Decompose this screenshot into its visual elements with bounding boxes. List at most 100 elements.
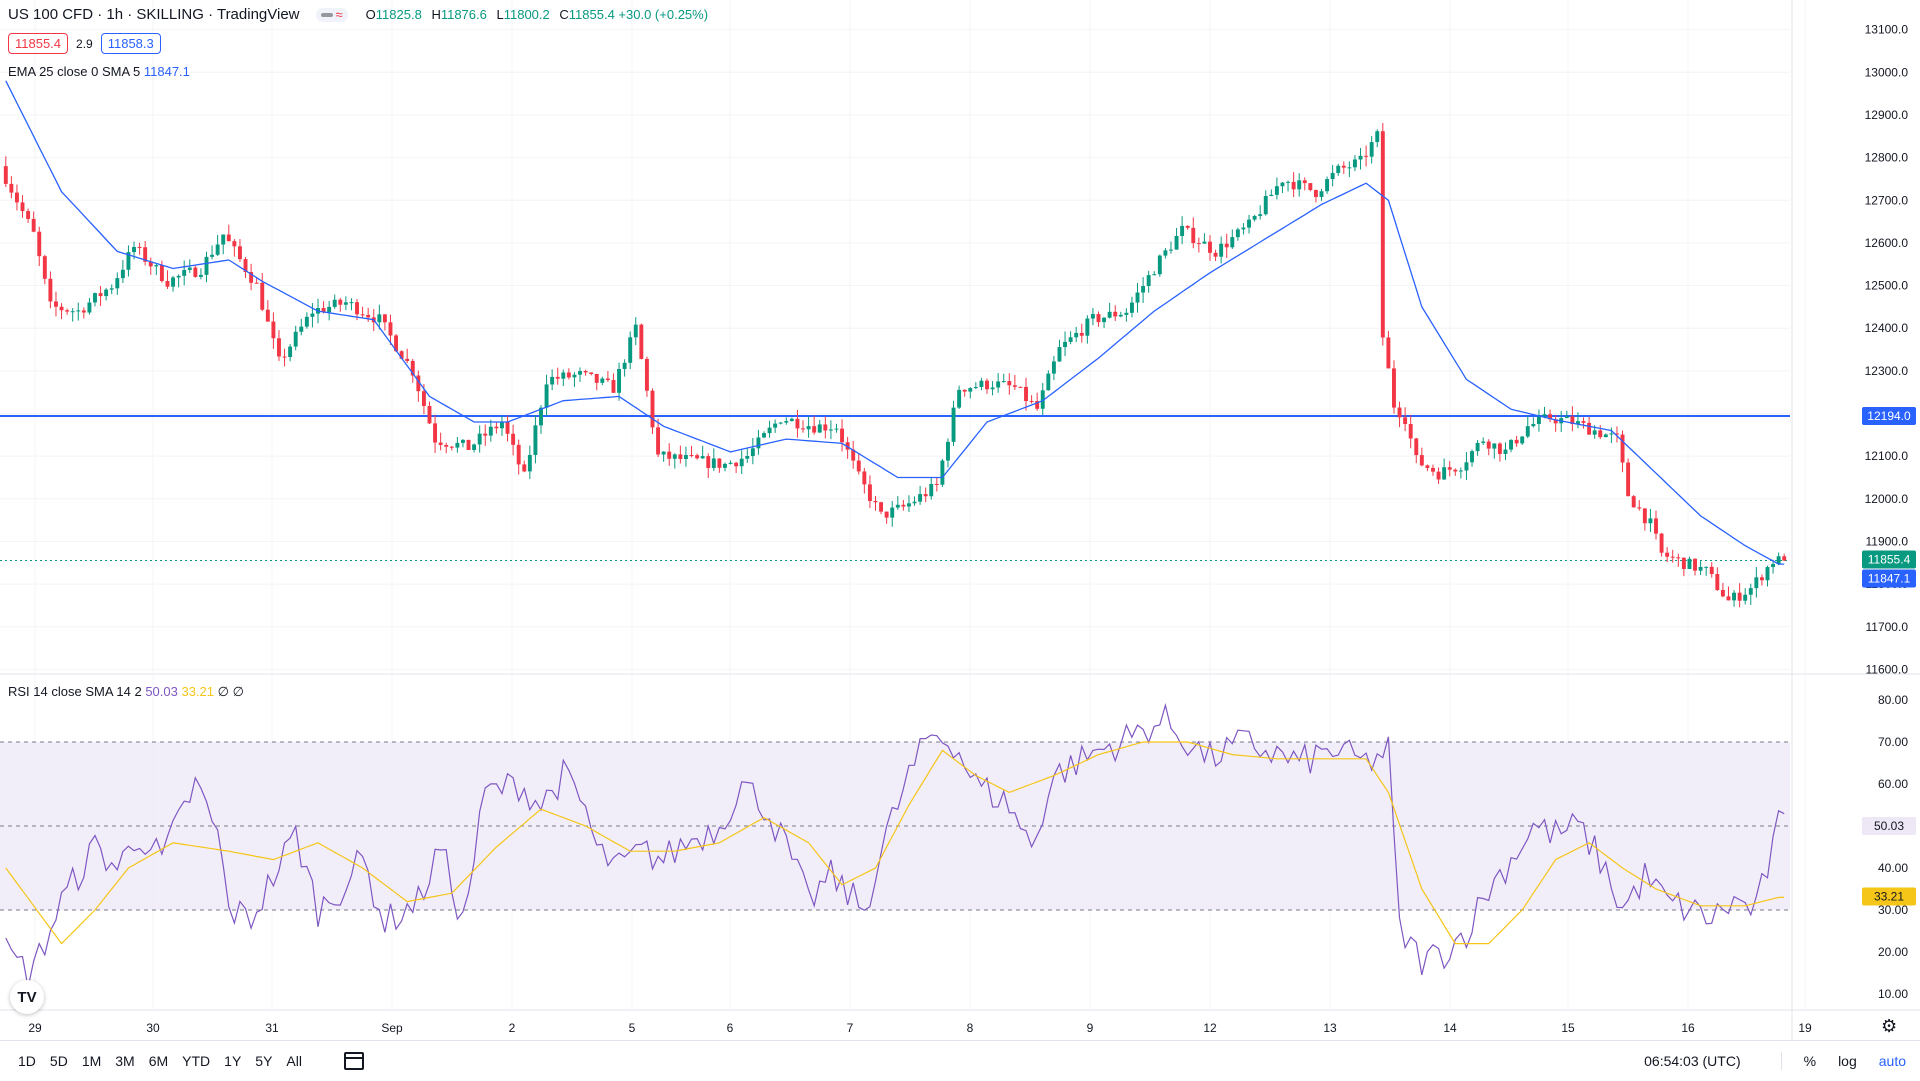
price-axis-label: 11600.0 — [1866, 662, 1909, 676]
calendar-icon[interactable] — [343, 1052, 364, 1070]
percent-toggle[interactable]: % — [1803, 1053, 1817, 1069]
sell-button[interactable]: 11855.4 — [8, 33, 69, 54]
close-value: 11855.4 — [568, 7, 615, 22]
candle-body — [54, 301, 58, 307]
candle-body — [583, 370, 588, 373]
timeframe-6m[interactable]: 6M — [148, 1053, 169, 1069]
candle-body — [689, 455, 694, 457]
candle-body — [1687, 558, 1692, 569]
candle-body — [1364, 155, 1369, 157]
candle-body — [1297, 180, 1302, 190]
rsi-legend[interactable]: RSI 14 close SMA 14 2 50.03 33.21 ∅ ∅ — [8, 684, 244, 700]
timeframe-ytd[interactable]: YTD — [182, 1053, 211, 1069]
status-pill[interactable]: ≈ — [315, 7, 348, 22]
candle-body — [1654, 518, 1658, 534]
candle-body — [366, 314, 371, 318]
change-value: +30.0 (+0.25%) — [618, 7, 709, 22]
candle-body — [421, 391, 426, 406]
candle-body — [862, 471, 867, 485]
candle-body — [1152, 274, 1157, 276]
ema-legend[interactable]: EMA 25 close 0 SMA 5 11847.1 — [8, 64, 190, 79]
timeframe-1d[interactable]: 1D — [18, 1053, 36, 1069]
candle-body — [1470, 451, 1474, 463]
candle-body — [165, 281, 170, 287]
candle-body — [672, 454, 677, 459]
candle-body — [109, 288, 114, 290]
clock-readout[interactable]: 06:54:03 (UTC) — [1644, 1053, 1741, 1069]
candle-body — [1403, 417, 1408, 425]
ohlc-values: O11825.8 H11876.6 L11800.2 C11855.4 +30.… — [366, 7, 708, 22]
timeframe-5d[interactable]: 5D — [49, 1053, 68, 1069]
candle-body — [226, 234, 231, 242]
log-toggle[interactable]: log — [1838, 1053, 1857, 1069]
candle-body — [1135, 292, 1140, 303]
candle-body — [1224, 243, 1229, 248]
horizontal-line-group[interactable] — [0, 415, 1790, 561]
buy-button[interactable]: 11858.3 — [100, 33, 161, 54]
price-axis-label: 12400.0 — [1865, 321, 1909, 335]
candle-body — [1525, 426, 1530, 437]
candle-body — [996, 381, 1001, 388]
candle-body — [221, 234, 226, 245]
candle-body — [683, 455, 688, 459]
candle-body — [271, 321, 276, 339]
candle-body — [628, 337, 633, 363]
candle-body — [1051, 361, 1056, 374]
candle-body — [1581, 421, 1586, 423]
candle-body — [1319, 191, 1324, 197]
candle-body — [1436, 471, 1441, 480]
candle-body — [70, 311, 75, 313]
candle-body — [416, 375, 421, 392]
candle-body — [299, 326, 304, 332]
candle-body — [1012, 385, 1017, 387]
timeframe-5y[interactable]: 5Y — [255, 1053, 273, 1069]
candle-body — [550, 376, 555, 385]
candle-body — [1141, 286, 1146, 293]
candle-body — [990, 387, 995, 390]
candle-body — [912, 501, 917, 504]
candle-body — [1743, 594, 1748, 601]
candle-body — [37, 231, 42, 257]
candle-body — [1548, 414, 1553, 420]
candle-body — [1174, 235, 1179, 250]
candle-body — [578, 370, 582, 375]
candle-body — [795, 418, 800, 429]
candle-body — [1007, 381, 1012, 386]
candle-body — [1258, 214, 1263, 216]
candle-body — [801, 428, 805, 430]
candle-body — [594, 373, 599, 383]
candle-body — [1765, 567, 1770, 581]
candle-body — [1219, 243, 1224, 257]
candle-body — [1726, 596, 1731, 601]
auto-toggle[interactable]: auto — [1878, 1053, 1906, 1069]
candle-body — [472, 444, 477, 450]
gear-icon[interactable]: ⚙ — [1881, 1016, 1898, 1036]
candle-body — [438, 442, 443, 445]
candle-body — [1475, 442, 1480, 452]
timeframe-1m[interactable]: 1M — [81, 1053, 102, 1069]
open-value: 11825.8 — [375, 7, 422, 22]
candle-body — [427, 405, 432, 424]
rsi-axis-label: 20.00 — [1878, 945, 1908, 959]
tradingview-logo[interactable]: TV — [10, 980, 44, 1014]
candle-body — [918, 494, 923, 502]
open-label: O — [365, 7, 376, 22]
candle-body — [176, 275, 181, 278]
time-axis-label: 14 — [1443, 1021, 1457, 1035]
candle-body — [1358, 155, 1363, 160]
candle-body — [282, 356, 287, 358]
ema-line — [5, 80, 1785, 565]
candle-body — [1230, 237, 1235, 248]
rsi-axis-label: 70.00 — [1878, 735, 1908, 749]
timeframe-3m[interactable]: 3M — [115, 1053, 135, 1069]
candle-body — [906, 503, 911, 507]
candle-body — [1531, 423, 1536, 427]
candle-body — [1570, 416, 1575, 425]
symbol-title[interactable]: US 100 CFD · 1h · SKILLING · TradingView — [8, 6, 300, 23]
candle-body — [1564, 416, 1569, 419]
timeframe-1y[interactable]: 1Y — [224, 1053, 242, 1069]
timeframe-all[interactable]: All — [286, 1053, 302, 1069]
candle-body — [388, 322, 393, 336]
candle-body — [488, 426, 493, 436]
